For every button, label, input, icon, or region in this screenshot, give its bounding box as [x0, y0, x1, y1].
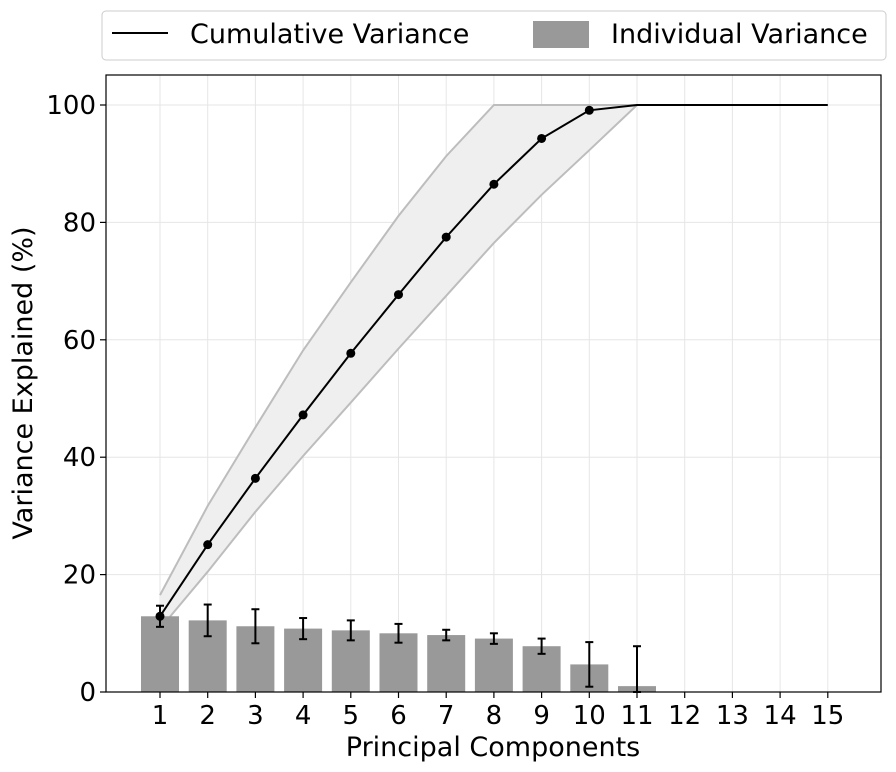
legend-cumulative-label: Cumulative Variance [190, 19, 469, 50]
bar-7 [427, 635, 466, 692]
x-tick-label: 3 [247, 701, 264, 731]
x-tick-label: 11 [620, 701, 653, 731]
y-tick-label: 100 [46, 91, 96, 121]
y-tick-label: 80 [63, 208, 96, 238]
y-tick-label: 20 [63, 561, 96, 591]
cumulative-variance-band [159, 104, 638, 630]
bar-1 [141, 616, 179, 692]
cumulative-point-7 [441, 232, 451, 242]
cumulative-point-8 [489, 179, 499, 189]
band-lower-line [159, 104, 638, 630]
cumulative-point-9 [537, 133, 547, 143]
legend: Cumulative Variance Individual Variance [101, 10, 887, 61]
legend-frame [101, 10, 887, 61]
x-tick-label: 6 [390, 701, 407, 731]
y-tick-label: 60 [63, 326, 96, 356]
x-tick-label: 14 [764, 701, 797, 731]
grid-lines [106, 75, 881, 693]
y-axis-label: Variance Explained (%) [8, 226, 39, 539]
legend-individual-swatch [533, 21, 589, 48]
cumulative-point-4 [298, 410, 308, 420]
cumulative-point-10 [584, 105, 594, 115]
legend-individual-label: Individual Variance [611, 19, 868, 50]
y-tick-label: 0 [79, 678, 96, 708]
x-tick-label: 1 [152, 701, 169, 731]
cumulative-point-5 [346, 348, 356, 358]
x-tick-label: 4 [295, 701, 312, 731]
cumulative-point-3 [250, 473, 260, 483]
x-axis-label: Principal Components [346, 732, 640, 763]
x-tick-label: 10 [573, 701, 606, 731]
cumulative-point-6 [394, 290, 403, 300]
cumulative-variance-line-group [155, 104, 828, 621]
individual-variance-error-bars [156, 603, 641, 693]
x-tick-label: 2 [199, 701, 216, 731]
x-tick-label: 5 [343, 701, 360, 731]
y-axis-ticks: 0 20 40 60 80 100 [46, 91, 106, 708]
x-tick-label: 13 [716, 701, 749, 731]
x-tick-label: 8 [486, 701, 503, 731]
cumulative-point-1 [155, 611, 165, 621]
cumulative-point-2 [203, 540, 213, 550]
bar-8 [474, 638, 513, 692]
x-tick-label: 15 [811, 701, 844, 731]
x-axis-ticks: 1 2 3 4 5 6 7 8 9 10 11 12 13 14 15 [152, 692, 844, 731]
x-tick-label: 7 [438, 701, 455, 731]
band-upper-line [159, 104, 637, 596]
x-tick-label: 12 [668, 701, 701, 731]
x-tick-label: 9 [533, 701, 550, 731]
y-tick-label: 40 [63, 443, 96, 473]
